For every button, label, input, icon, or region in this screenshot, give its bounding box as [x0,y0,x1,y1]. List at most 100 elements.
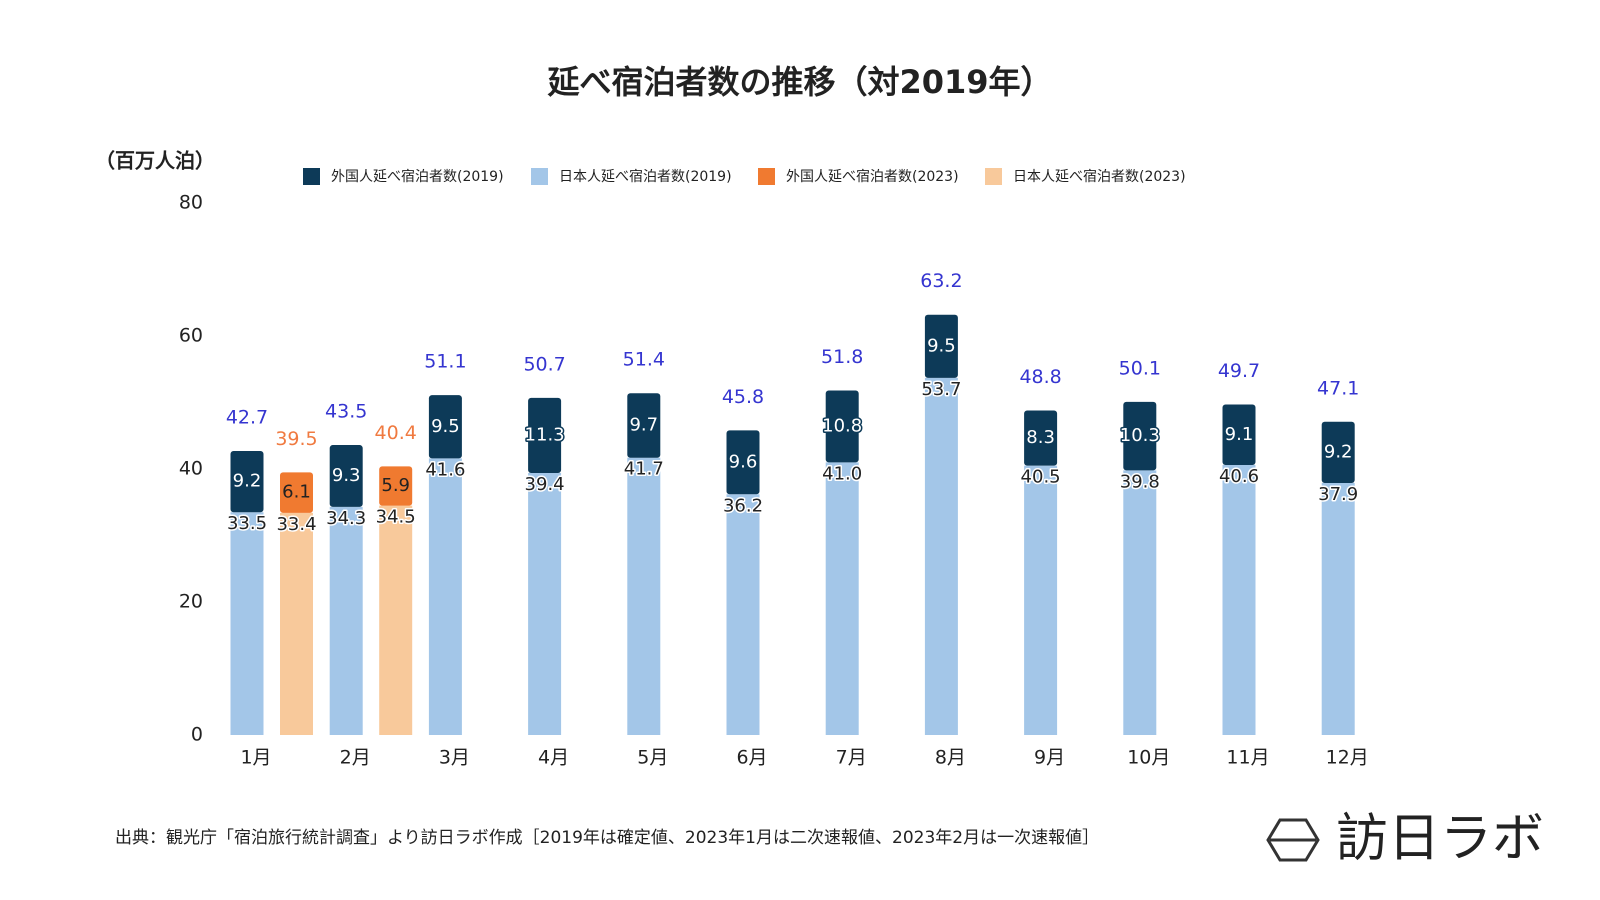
bar-segment [1123,470,1157,735]
total-label: 42.7 [226,407,268,429]
logo: 訪日ラボ [1266,809,1544,869]
bar-segment [1321,482,1355,735]
bar-segment [627,393,661,458]
data-label: 9.5 [927,335,956,356]
legend-swatch [531,168,548,185]
x-tick-label: 8月 [935,747,966,769]
bar-segment [1222,404,1256,466]
x-tick-label: 1月 [240,747,271,769]
data-label: 9.2 [233,471,262,492]
logo-icon [1266,818,1320,862]
bar-segment [428,458,462,735]
data-label: 41.7 [624,459,664,480]
data-label: 53.7 [921,379,961,400]
total-label: 51.1 [424,351,466,373]
total-label: 48.8 [1019,366,1061,388]
total-label: 40.4 [375,422,417,444]
bar-segment [230,451,264,513]
data-label: 39.4 [525,474,565,495]
data-label: 33.5 [227,513,267,534]
bar-segment [280,512,313,735]
x-tick-label: 7月 [836,747,867,769]
y-tick-label: 40 [179,458,203,480]
bar-segment [329,445,363,507]
bar-segment [825,390,859,463]
data-label: 11.3 [525,424,565,445]
bar-segment [1123,401,1157,471]
bar-segment [1024,410,1058,466]
data-label: 9.5 [431,416,460,437]
bar-segment [528,397,562,473]
bar-segment [1222,465,1256,735]
x-tick-label: 6月 [736,747,767,769]
bar-segment [627,457,661,735]
data-label: 5.9 [381,475,410,496]
chart-title: 延べ宿泊者数の推移（対2019年） [546,63,1052,101]
total-label: 49.7 [1218,360,1260,382]
legend-label: 外国人延べ宿泊者数(2019) [331,168,504,185]
total-label: 43.5 [325,401,367,423]
data-label: 10.8 [822,415,862,436]
data-label: 8.3 [1026,427,1055,448]
bar-segment [726,494,760,735]
bar-segment [379,505,413,735]
data-label: 33.4 [276,514,316,535]
data-label: 9.6 [729,451,758,472]
data-label: 41.6 [425,459,465,480]
total-label: 63.2 [920,270,962,292]
x-tick-label: 10月 [1127,747,1170,769]
bar-segment [825,462,859,735]
total-label: 50.7 [523,353,565,375]
data-label: 40.6 [1219,466,1259,487]
data-label: 6.1 [282,482,311,503]
total-label: 51.8 [821,346,863,368]
x-tick-label: 3月 [439,747,470,769]
data-label: 9.7 [629,414,658,435]
bar-segment [1024,465,1058,735]
bar-segment [924,314,958,378]
source-note: 出典：観光庁「宿泊旅行統計調査」より訪日ラボ作成［2019年は確定値、2023年… [115,828,1099,848]
legend-label: 日本人延べ宿泊者数(2023) [1013,168,1186,185]
data-label: 9.3 [332,465,361,486]
total-label: 45.8 [722,386,764,408]
y-tick-label: 60 [179,325,203,347]
bar-segment [230,512,264,735]
total-label: 50.1 [1119,357,1161,379]
legend-swatch [758,168,775,185]
x-tick-label: 4月 [538,747,569,769]
total-label: 39.5 [275,428,317,450]
y-axis-label: （百万人泊） [95,149,215,173]
y-tick-label: 80 [179,192,203,214]
legend-swatch [303,168,320,185]
legend-swatch [985,168,1002,185]
data-label: 34.5 [376,507,416,528]
logo-text: 訪日ラボ [1336,809,1544,869]
x-tick-label: 11月 [1226,747,1269,769]
total-label: 51.4 [623,349,665,371]
y-tick-label: 20 [179,591,203,613]
bar-segment [280,472,313,513]
x-tick-label: 2月 [340,747,371,769]
bar-segment [428,395,462,459]
bar-segment [1321,421,1355,483]
bar-segment [726,430,760,495]
total-label: 47.1 [1317,377,1359,399]
bar-segment [329,506,363,735]
data-label: 40.5 [1021,467,1061,488]
legend-label: 日本人延べ宿泊者数(2019) [559,168,732,185]
bar-segment [528,472,562,735]
data-label: 9.1 [1225,424,1254,445]
data-label: 34.3 [326,508,366,529]
x-tick-label: 5月 [637,747,668,769]
x-tick-label: 9月 [1034,747,1065,769]
data-label: 39.8 [1120,471,1160,492]
y-tick-label: 0 [191,724,203,746]
bar-segment [924,377,958,735]
x-tick-label: 12月 [1326,747,1369,769]
data-label: 41.0 [822,463,862,484]
data-label: 9.2 [1324,441,1353,462]
bar-segment [379,466,413,506]
data-label: 37.9 [1318,484,1358,505]
legend-label: 外国人延べ宿泊者数(2023) [786,168,959,185]
